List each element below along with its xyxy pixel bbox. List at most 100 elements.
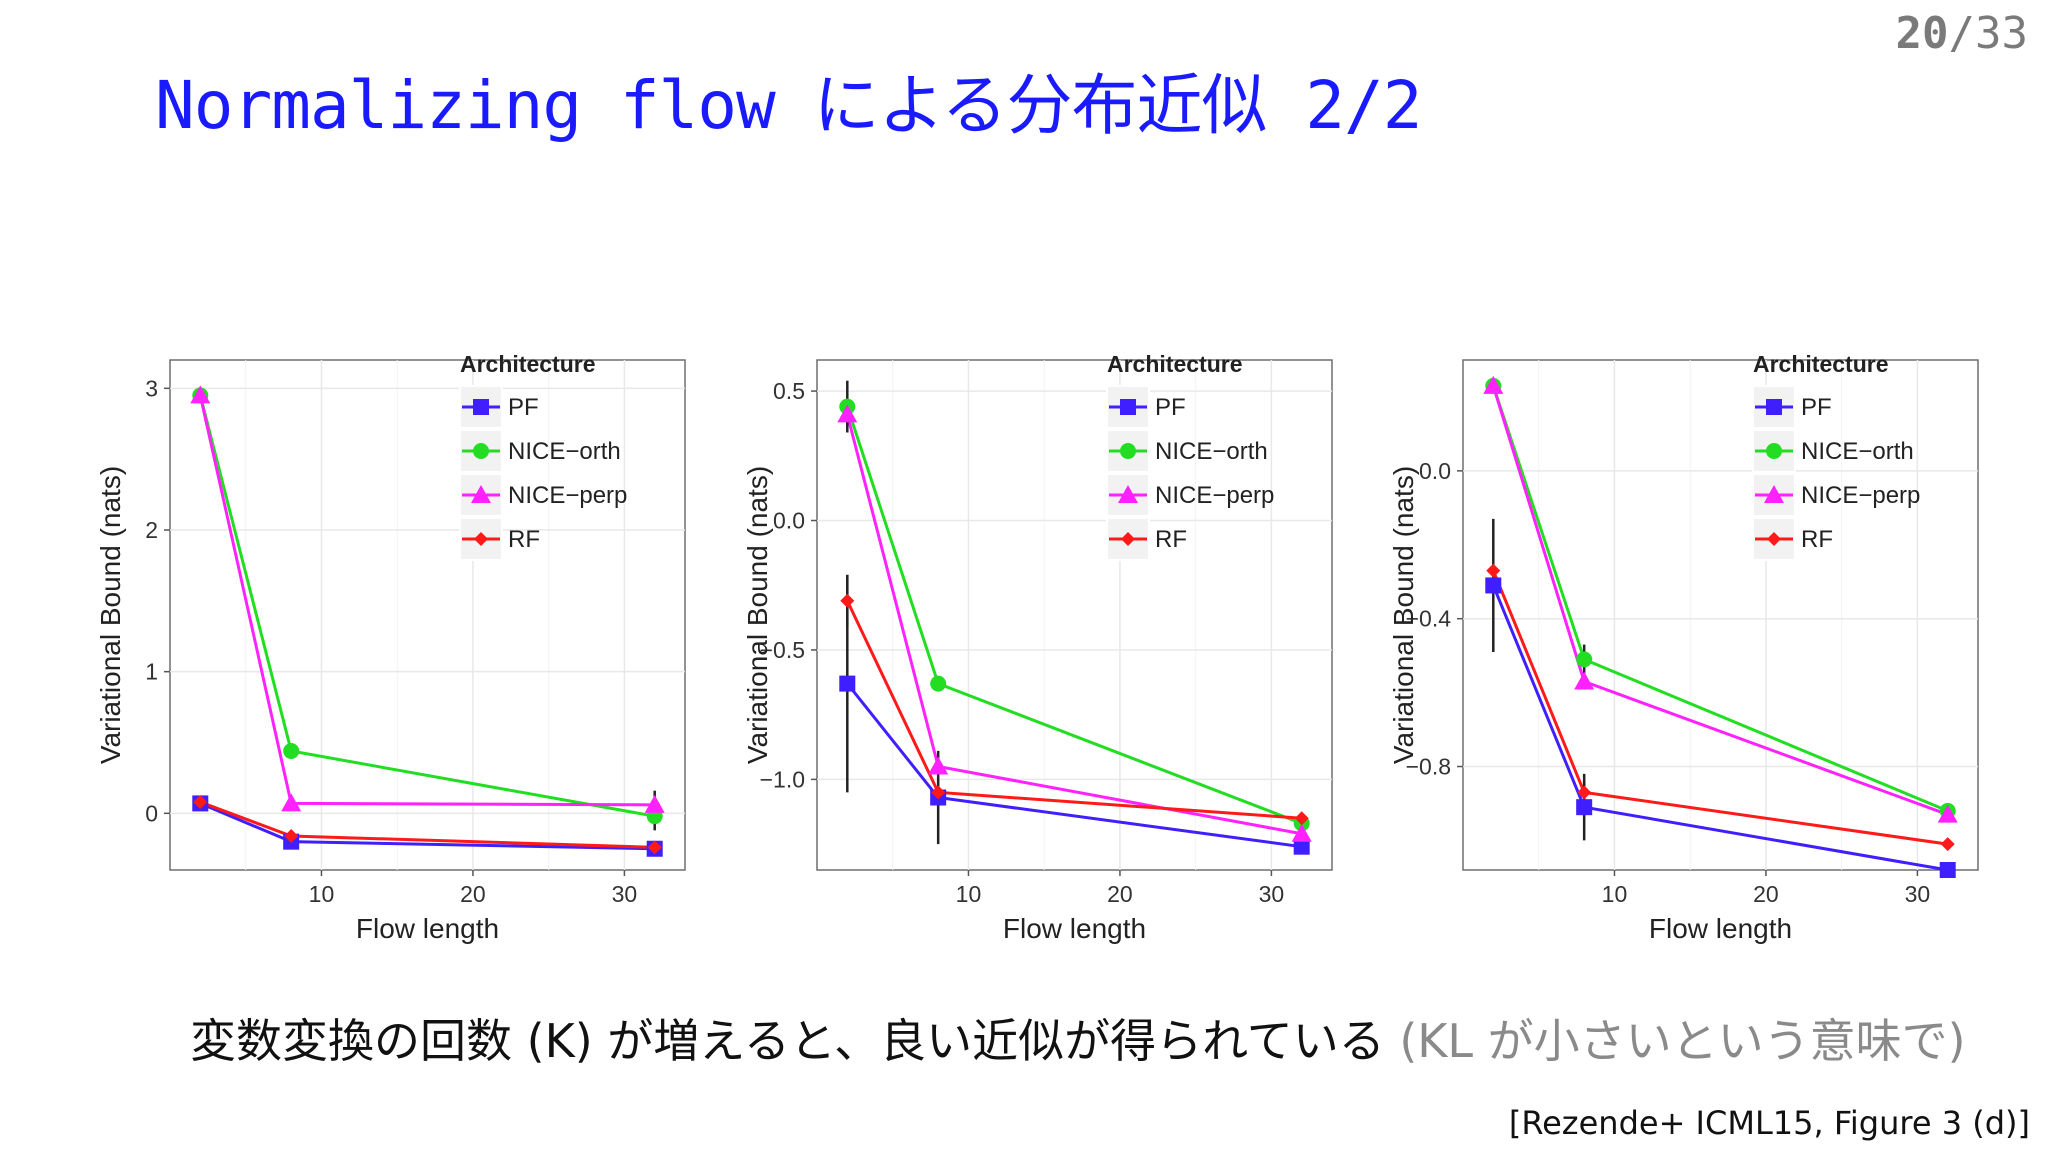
legend-label: PF [508,394,539,421]
legend-marker [473,399,489,415]
series-group [190,385,665,857]
y-tick-label: 1 [145,659,158,685]
axes: 10 20 30 0.5 0.0 −0.5 −1.0 [760,378,1285,907]
x-axis-label: Flow length [1649,913,1792,944]
y-tick-label: −0.4 [1406,606,1452,632]
data-point [283,743,300,759]
x-tick-label: 30 [612,881,638,907]
y-tick-label: 3 [145,375,158,401]
legend-label: RF [1155,526,1187,553]
data-point [281,793,302,812]
legend-marker [474,532,488,546]
y-tick-label: 0.5 [773,378,805,404]
page-number-current: 20 [1895,8,1949,59]
legend-label: PF [1801,394,1832,421]
y-axis-label: Variational Bound (nats) [95,466,126,764]
grid [817,360,1332,870]
legend: Architecture PF NICE−orth NICE−perp RF [459,351,627,561]
data-point [928,756,949,775]
caption: 変数変換の回数 (K) が増えると、良い近似が得られている (KL が小さいとい… [190,1005,1966,1071]
data-point [1486,563,1501,578]
data-point [1937,804,1958,823]
data-point [1576,799,1593,816]
chart-panel-3: 10 20 30 0.0 −0.4 −0.8 Flow length Variational … [1388,340,2028,960]
legend-marker [1766,443,1782,459]
legend-title: Architecture [1753,351,1888,377]
caption-note: (KL が小さいという意味で) [1384,1014,1966,1068]
y-tick-label: −0.5 [760,637,805,663]
data-point [1291,823,1312,842]
chart-2: 10 20 30 0.5 0.0 −0.5 −1.0 Flow length Variation… [742,351,1333,944]
legend-marker [1767,532,1781,546]
x-axis-label: Flow length [1003,913,1146,944]
page-number-total: /33 [1948,8,2028,59]
data-point [930,675,947,692]
legend-marker [471,485,491,503]
series-group [1483,375,1958,878]
data-point [647,840,662,855]
data-point [1293,838,1310,855]
data-point [644,794,665,813]
page-number: 20/33 [1896,8,2028,59]
legend-label: NICE−perp [1801,482,1920,509]
data-point [1294,811,1309,826]
legend-label: NICE−orth [508,438,621,465]
legend-marker [1120,399,1136,415]
data-point [193,795,208,809]
legend: Architecture PF NICE−orth NICE−perp RF [1106,351,1274,561]
axes: 10 20 30 0 1 2 3 [145,375,637,907]
y-tick-label: 0.0 [1419,458,1451,484]
legend-label: RF [1801,526,1833,553]
x-tick-label: 10 [309,881,335,907]
legend-label: NICE−perp [1155,482,1274,509]
plot-area [816,359,1333,871]
legend-title: Architecture [460,351,595,377]
axes: 10 20 30 0.0 −0.4 −0.8 [1406,458,1931,907]
legend-marker [1766,399,1782,415]
chart-3: 10 20 30 0.0 −0.4 −0.8 Flow length Variational … [1388,351,1979,944]
data-point [1940,837,1955,852]
y-axis-label: Variational Bound (nats) [1388,466,1419,764]
y-axis-label: Variational Bound (nats) [742,466,773,764]
legend-label: RF [508,526,540,553]
caption-main: 変数変換の回数 (K) が増えると、良い近似が得られている [190,1014,1385,1068]
citation: [Rezende+ ICML15, Figure 3 (d)] [1508,1104,2030,1142]
y-tick-label: 0.0 [773,508,805,534]
data-point [1939,862,1956,878]
data-point [284,829,299,843]
data-point [931,785,946,800]
series-group [837,380,1312,855]
legend-label: PF [1155,394,1186,421]
data-point [190,385,211,404]
legend-marker [1121,532,1135,546]
chart-panel-2: 10 20 30 0.5 0.0 −0.5 −1.0 Flow length Variation… [742,340,1382,960]
data-point [1485,577,1502,594]
x-tick-label: 10 [956,881,982,907]
x-tick-label: 30 [1905,881,1931,907]
x-tick-label: 20 [1107,881,1133,907]
y-tick-label: 2 [145,517,158,543]
legend: Architecture PF NICE−orth NICE−perp RF [1752,351,1920,561]
data-point [837,404,858,423]
data-point [840,593,855,608]
legend-label: NICE−orth [1155,438,1268,465]
legend-title: Architecture [1107,351,1242,377]
legend-marker [1118,485,1138,503]
legend-marker [1120,443,1136,459]
y-tick-label: −1.0 [760,766,805,792]
data-point [1577,785,1592,800]
y-tick-label: −0.8 [1406,754,1451,780]
data-point [1576,651,1593,668]
chart-1: 10 20 30 0 1 2 3 Flow length Variational Bound (… [95,351,686,944]
slide-title: Normalizing flow による分布近似 2/2 [155,67,1422,144]
plot-area [1462,359,1979,871]
data-point [839,675,856,692]
chart-panel-1: 10 20 30 0 1 2 3 Flow length Variational Bound (… [95,340,735,960]
plot-area [169,359,686,871]
x-tick-label: 10 [1602,881,1628,907]
x-tick-label: 20 [1753,881,1779,907]
data-point [1483,375,1504,394]
legend-marker [473,443,489,459]
legend-label: NICE−orth [1801,438,1914,465]
x-tick-label: 30 [1259,881,1285,907]
